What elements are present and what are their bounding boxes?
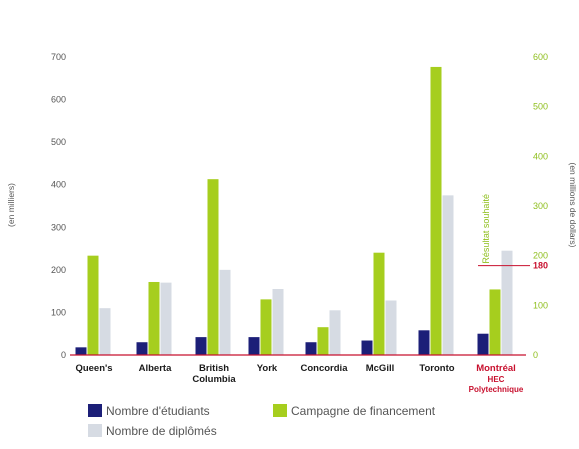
category-label-line: Columbia bbox=[192, 374, 236, 385]
y-left-axis-title: (en milliers) bbox=[6, 183, 16, 227]
category-label-line: Queen's bbox=[75, 363, 112, 374]
bar-nombre-de-diplomes-british-columbia bbox=[219, 269, 231, 355]
legend: Nombre d'étudiants Campagne de financemen… bbox=[88, 404, 436, 438]
category-label-line: York bbox=[257, 363, 278, 374]
category-label-line: McGill bbox=[366, 363, 395, 374]
bar-campagne-de-financement-british-columbia bbox=[207, 179, 219, 355]
legend-label-nombre-d-etudiants: Nombre d'étudiants bbox=[106, 404, 210, 418]
y-right-axis-title: (en millions de dollars) bbox=[568, 162, 578, 247]
y-right-tick-label: 300 bbox=[533, 201, 548, 211]
category-label-line: Polytechnique bbox=[469, 385, 524, 394]
y-left-tick-label: 200 bbox=[51, 265, 66, 275]
category-label: British Columbia bbox=[192, 363, 236, 385]
bar-nombre-d-etudiants-toronto bbox=[418, 330, 430, 355]
legend-swatch-nombre-d-etudiants bbox=[88, 404, 102, 417]
legend-label-campagne-de-financement: Campagne de financement bbox=[291, 404, 436, 418]
y-right-tick-label: 100 bbox=[533, 300, 548, 310]
y-right-tick-label: 0 bbox=[533, 350, 538, 360]
y-left-tick-label: 100 bbox=[51, 307, 66, 317]
category-label: Alberta bbox=[139, 363, 172, 374]
category-label: Montréal HEC Polytechnique bbox=[469, 363, 524, 394]
bar-nombre-de-diplomes-toronto bbox=[442, 195, 454, 355]
bar-campagne-de-financement-toronto bbox=[430, 66, 442, 355]
category-label-line: Alberta bbox=[139, 363, 172, 374]
y-left-tick-label: 300 bbox=[51, 222, 66, 232]
category-label: Concordia bbox=[301, 363, 349, 374]
y-left-tick-label: 0 bbox=[61, 350, 66, 360]
bar-nombre-d-etudiants-concordia bbox=[305, 342, 317, 355]
category-labels: Queen's Alberta British Columbia York Concord… bbox=[75, 363, 523, 394]
bar-campagne-de-financement-concordia bbox=[317, 327, 329, 355]
category-label-line: Toronto bbox=[419, 363, 454, 374]
bar-nombre-d-etudiants-mcgill bbox=[361, 340, 373, 355]
bar-nombre-d-etudiants-montreal-hec-polytechnique bbox=[477, 333, 489, 355]
category-label: Toronto bbox=[419, 363, 454, 374]
bar-campagne-de-financement-montreal-hec-polytechnique bbox=[489, 289, 501, 355]
bar-nombre-de-diplomes-queen-s bbox=[99, 308, 111, 355]
bar-campagne-de-financement-york bbox=[260, 299, 272, 355]
y-right-tick-label: 500 bbox=[533, 102, 548, 112]
bar-nombre-de-diplomes-concordia bbox=[329, 310, 341, 355]
bar-nombre-d-etudiants-queen-s bbox=[75, 347, 87, 355]
y-left-tick-label: 700 bbox=[51, 52, 66, 62]
legend-swatch-campagne-de-financement bbox=[273, 404, 287, 417]
y-left-ticks: 0 100 200 300 400 500 600 700 bbox=[51, 52, 66, 360]
y-right-tick-label: 400 bbox=[533, 151, 548, 161]
category-label-line: British bbox=[199, 363, 229, 374]
bar-nombre-d-etudiants-alberta bbox=[136, 342, 148, 355]
bar-nombre-d-etudiants-york bbox=[248, 337, 260, 355]
category-label: York bbox=[257, 363, 278, 374]
y-left-tick-label: 400 bbox=[51, 180, 66, 190]
y-right-tick-label: 600 bbox=[533, 52, 548, 62]
category-label-line: Montréal bbox=[476, 363, 516, 374]
bar-nombre-de-diplomes-mcgill bbox=[385, 300, 397, 355]
target-value-label: 180 bbox=[533, 261, 548, 271]
bar-nombre-de-diplomes-montreal-hec-polytechnique bbox=[501, 250, 513, 355]
target-annotation: Résultat souhaité 180 bbox=[478, 194, 548, 271]
y-left-tick-label: 500 bbox=[51, 137, 66, 147]
bar-nombre-de-diplomes-york bbox=[272, 289, 284, 355]
bar-nombre-de-diplomes-alberta bbox=[160, 282, 172, 355]
bar-nombre-d-etudiants-british-columbia bbox=[195, 337, 207, 355]
legend-label-nombre-de-diplomes: Nombre de diplômés bbox=[106, 424, 217, 438]
bar-campagne-de-financement-mcgill bbox=[373, 252, 385, 355]
category-label-line: HEC bbox=[488, 375, 505, 384]
target-label: Résultat souhaité bbox=[481, 194, 491, 264]
legend-swatch-nombre-de-diplomes bbox=[88, 424, 102, 437]
y-right-tick-label: 200 bbox=[533, 251, 548, 261]
category-label: Queen's bbox=[75, 363, 112, 374]
y-left-tick-label: 600 bbox=[51, 95, 66, 105]
bar-campagne-de-financement-queen-s bbox=[87, 255, 99, 355]
category-label: McGill bbox=[366, 363, 395, 374]
y-right-ticks: 0 100 200 300 400 500 600 bbox=[533, 52, 548, 360]
bars bbox=[75, 66, 513, 355]
category-label-line: Concordia bbox=[301, 363, 349, 374]
bar-campagne-de-financement-alberta bbox=[148, 281, 160, 355]
